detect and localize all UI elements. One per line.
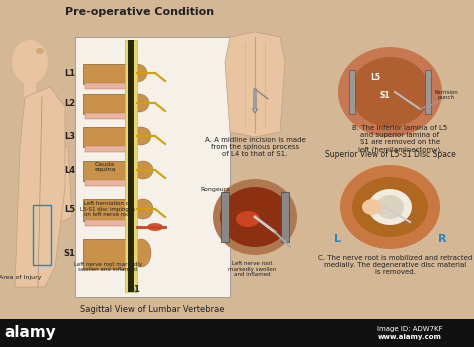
Bar [221, 192, 229, 242]
Text: C. The nerve root is mobilized and retracted
medially. The degenerative disc mat: C. The nerve root is mobilized and retra… [318, 255, 472, 275]
Text: Rongeurs: Rongeurs [200, 186, 230, 192]
Bar [24, 65, 36, 97]
Polygon shape [15, 87, 65, 287]
Text: L: L [335, 234, 341, 244]
Ellipse shape [352, 177, 428, 237]
Text: B. The inferior lamina of L5
and superior lamina of
S1 are removed on the
left (: B. The inferior lamina of L5 and superio… [352, 125, 447, 153]
Ellipse shape [350, 57, 430, 127]
Text: L5: L5 [370, 73, 380, 82]
Text: Cauda
equina: Cauda equina [94, 162, 116, 172]
Bar [83, 239, 133, 269]
Polygon shape [55, 147, 72, 222]
Bar [349, 70, 355, 114]
Ellipse shape [220, 187, 290, 247]
Ellipse shape [133, 161, 153, 179]
Ellipse shape [36, 48, 44, 54]
Bar [125, 40, 137, 292]
Bar [85, 180, 133, 186]
Text: Sagittal View of Lumbar Vertebrae: Sagittal View of Lumbar Vertebrae [80, 305, 224, 313]
Bar [83, 64, 129, 84]
Text: Left nerve root markedly
swollen and inflamed: Left nerve root markedly swollen and inf… [74, 262, 142, 272]
Text: A. A midline incision is made
from the spinous process
of L4 to that of S1.: A. A midline incision is made from the s… [205, 137, 305, 157]
Bar [85, 83, 127, 89]
Ellipse shape [236, 211, 260, 227]
Ellipse shape [338, 47, 442, 137]
Bar [83, 127, 133, 147]
Text: Pre-operative Condition: Pre-operative Condition [65, 7, 215, 17]
Text: Superior View of L5-S1 Disc Space: Superior View of L5-S1 Disc Space [325, 150, 456, 159]
Text: S1: S1 [128, 285, 140, 294]
Ellipse shape [147, 223, 163, 231]
Text: S1: S1 [380, 91, 390, 100]
Ellipse shape [362, 199, 382, 215]
Ellipse shape [127, 64, 147, 82]
Text: alamy: alamy [4, 325, 56, 340]
Bar [75, 37, 230, 297]
Bar [83, 94, 131, 114]
Bar [33, 205, 51, 265]
Text: Area of Injury: Area of Injury [0, 274, 41, 279]
Bar [83, 161, 135, 181]
Text: L4: L4 [64, 166, 75, 175]
FancyArrow shape [253, 89, 257, 113]
Ellipse shape [376, 195, 404, 219]
Bar [128, 40, 134, 292]
Text: R: R [438, 234, 446, 244]
Ellipse shape [340, 165, 440, 249]
Text: www.alamy.com: www.alamy.com [378, 334, 442, 340]
Bar [0, 319, 474, 347]
Ellipse shape [131, 127, 151, 145]
Ellipse shape [368, 189, 412, 225]
Bar [425, 70, 431, 114]
Text: L2: L2 [64, 99, 75, 108]
Text: L3: L3 [64, 132, 75, 141]
Ellipse shape [133, 199, 153, 219]
Ellipse shape [129, 94, 149, 112]
Bar [83, 199, 135, 221]
Text: L1: L1 [64, 68, 75, 77]
Ellipse shape [131, 239, 151, 267]
Text: Kerrision
punch: Kerrision punch [434, 90, 458, 100]
Bar [85, 220, 133, 226]
Text: L5: L5 [64, 204, 75, 213]
Text: Left nerve root
markedly swollen
and inflamed: Left nerve root markedly swollen and inf… [228, 261, 276, 277]
Ellipse shape [213, 179, 297, 255]
Bar [85, 146, 131, 152]
Polygon shape [225, 32, 285, 137]
Bar [85, 113, 129, 119]
Bar [281, 192, 289, 242]
Text: Left herniation of
L5-S1 disc impinges
on left nerve root: Left herniation of L5-S1 disc impinges o… [81, 201, 136, 217]
Text: Image ID: ADW7KF: Image ID: ADW7KF [377, 326, 443, 332]
Ellipse shape [12, 40, 48, 84]
Text: S1: S1 [63, 248, 75, 257]
